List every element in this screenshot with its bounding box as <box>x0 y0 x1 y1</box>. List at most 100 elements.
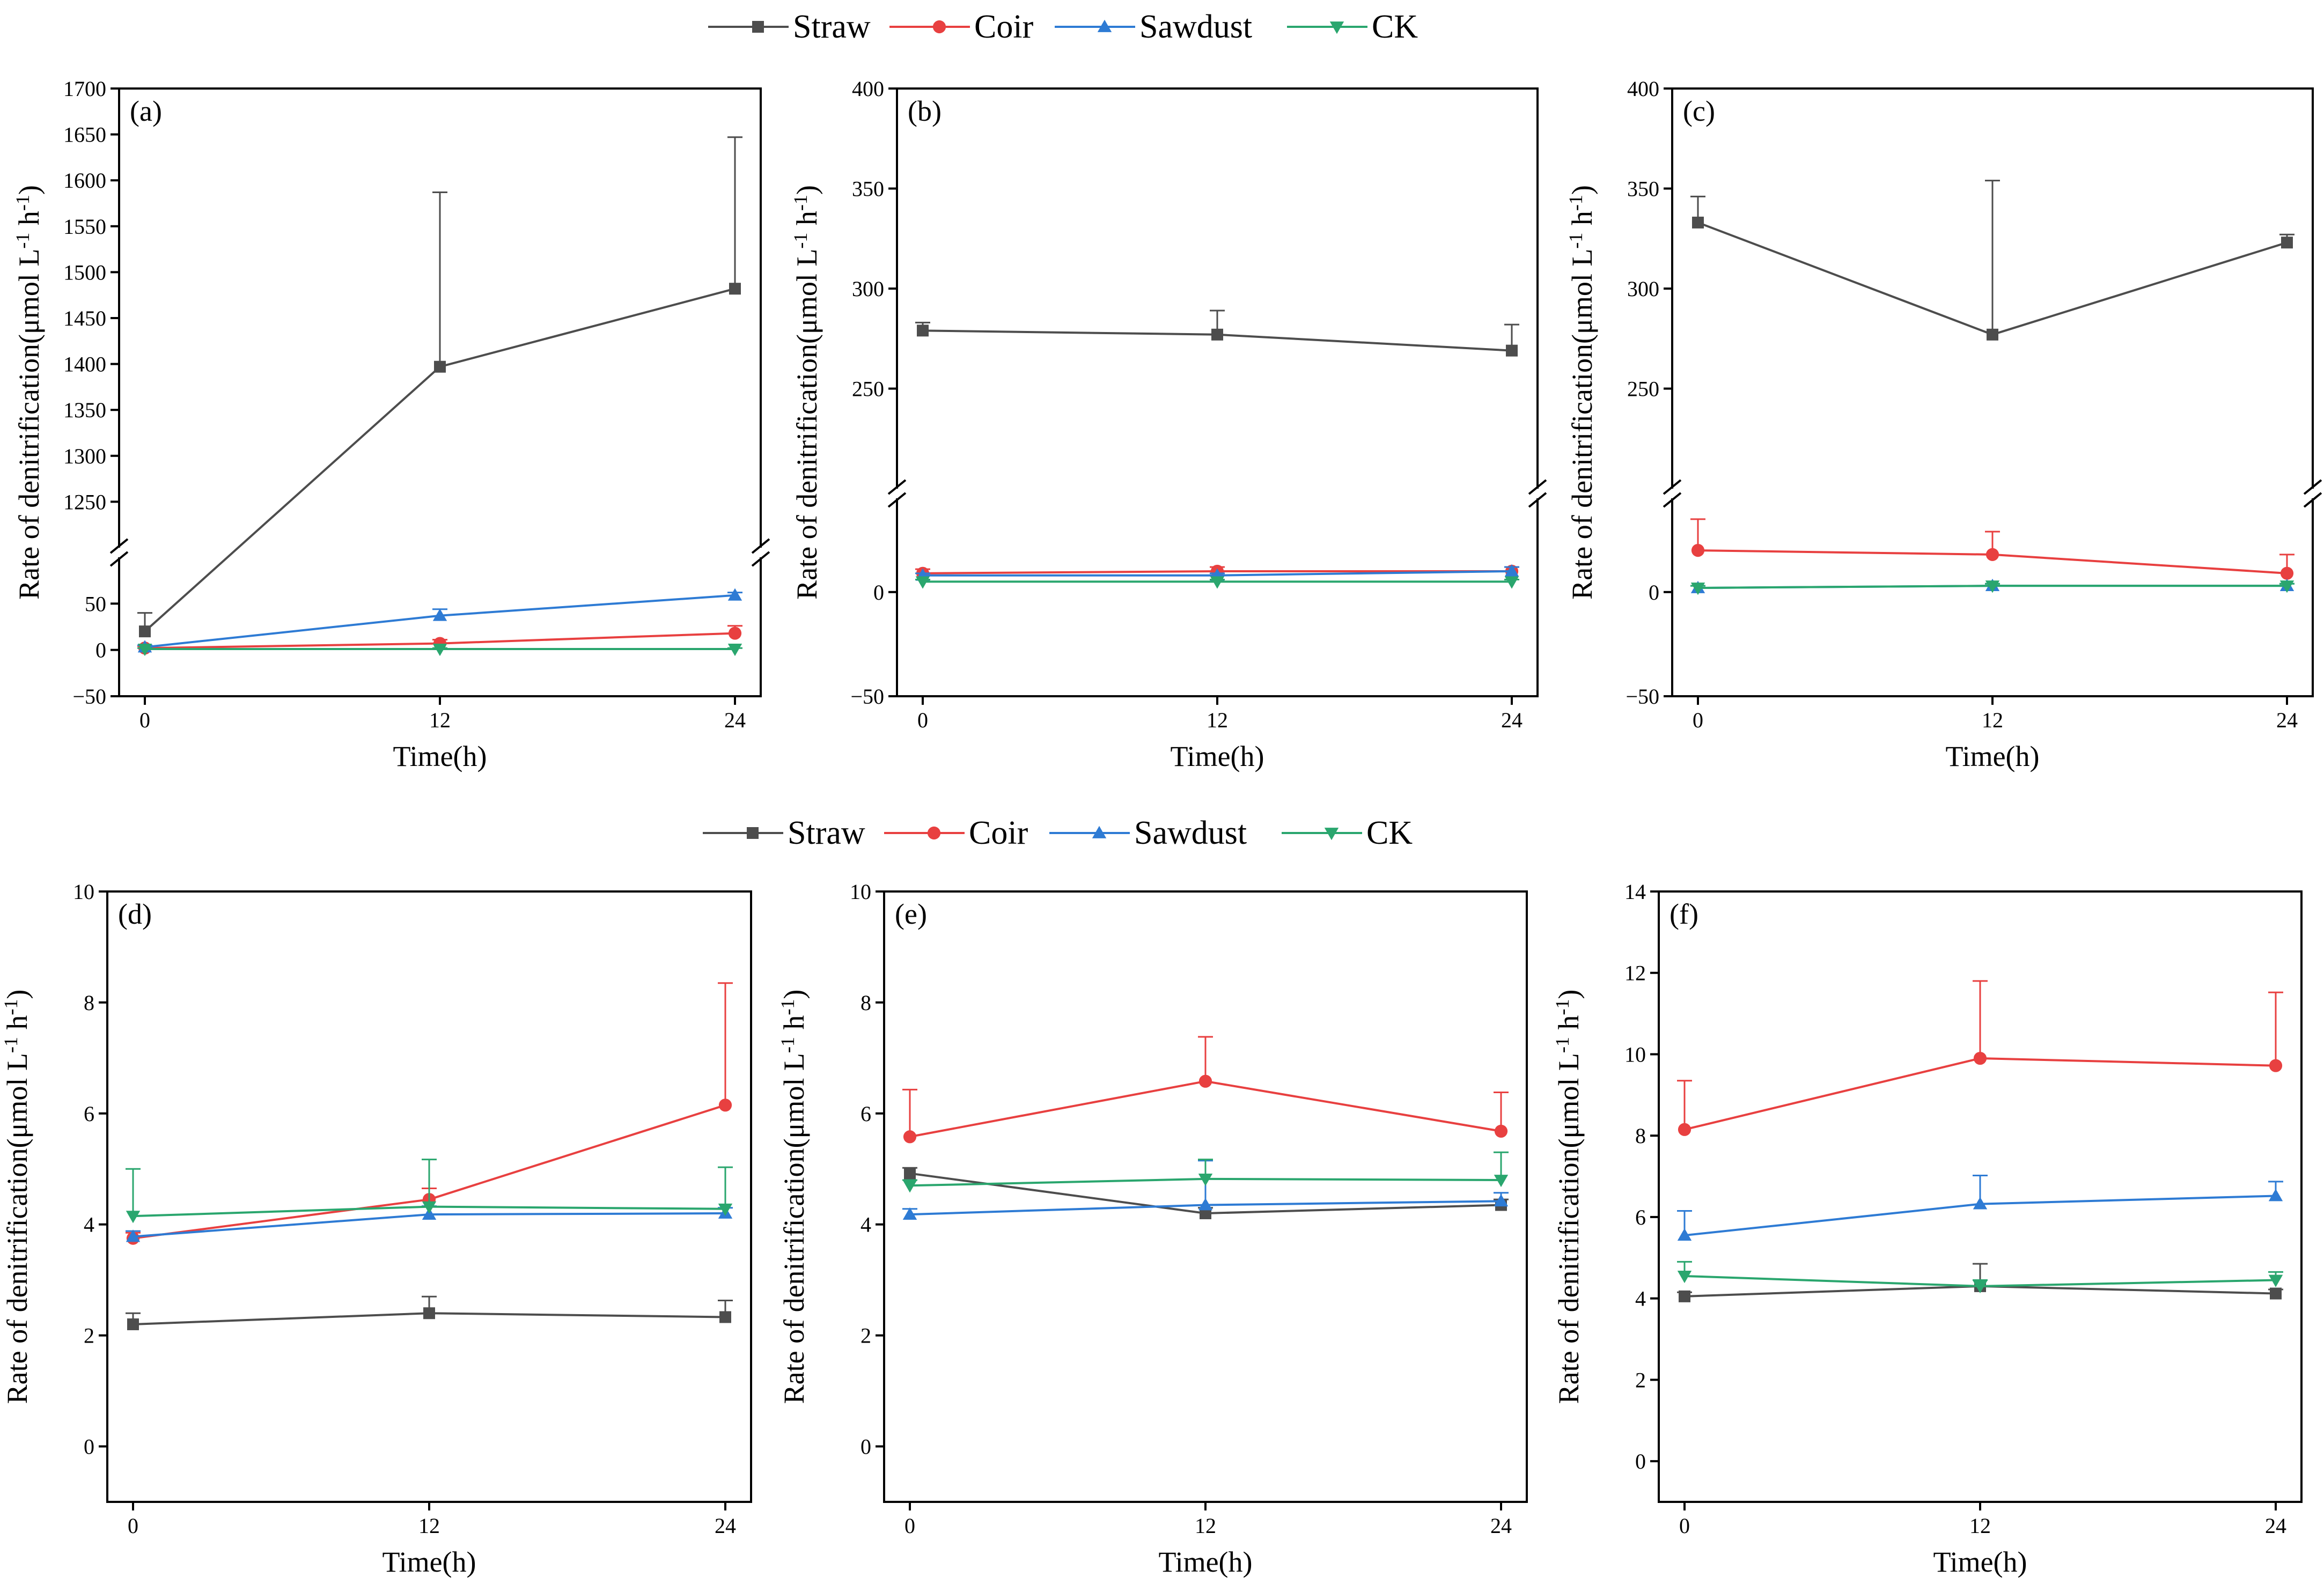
panel-f-ck-point-0 <box>1677 1271 1692 1284</box>
panel-f-ck-segment-1 <box>1980 1279 2276 1287</box>
panel-a-straw-segment-1 <box>439 288 736 368</box>
legend-label-coir: Coir <box>969 815 1028 851</box>
panel-e-ytick-label-6: 6 <box>861 1102 871 1126</box>
legend-marker-straw <box>747 827 759 839</box>
panel-f-ylabel-close: ) <box>1553 990 1585 999</box>
panel-c-ytick-label--50: −50 <box>1626 684 1659 709</box>
panel-d-ck-point-2 <box>718 1203 733 1216</box>
panel-d-ylabel-tail: h <box>1 1015 33 1037</box>
panel-f-coir-point-0 <box>1678 1123 1691 1136</box>
panel-f-ck-segment-0 <box>1684 1274 1981 1287</box>
panel-d-ck-point-0 <box>126 1211 141 1224</box>
panel-d-straw-point-0 <box>127 1318 139 1330</box>
panel-b-ck-point-1 <box>1210 576 1225 589</box>
panel-b-ylabel-exp1: -1 <box>790 233 811 249</box>
panel-c-xtick-label-0: 0 <box>1693 708 1703 732</box>
panel-c-coir-point-2 <box>2280 566 2294 580</box>
panel-c-ylabel-close: ) <box>1566 185 1598 195</box>
panel-f-ck-point-1 <box>1973 1281 1988 1294</box>
legend-label-sawdust: Sawdust <box>1134 815 1247 851</box>
panel-e-ytick-label-10: 10 <box>850 880 871 904</box>
panel-d-xtick-label-12: 12 <box>418 1514 440 1538</box>
panel-f-coir-point-1 <box>1973 1051 1987 1065</box>
panel-d-coir-segment-0 <box>133 1198 430 1240</box>
panel-c-break-mark-right-2 <box>2303 492 2322 508</box>
panel-e-sawdust-point-0 <box>902 1207 917 1220</box>
panel-c-ck-segment-0 <box>1697 585 1993 589</box>
panel-a-ytick-label-1600: 1600 <box>63 168 106 193</box>
panel-d-letter: (d) <box>118 898 152 930</box>
panel-b-straw-point-1 <box>1211 328 1223 341</box>
panel-f-ytick-label-10: 10 <box>1624 1042 1646 1066</box>
panel-f-ytick-label-12: 12 <box>1624 961 1646 985</box>
panel-b-ytick-label-300: 300 <box>852 277 884 301</box>
panel-a: −50 0 50 1250 1300 1350 1400 1450 1500 1550 1600 16… <box>12 77 770 772</box>
panel-b-sawdust-segment-1 <box>1217 570 1512 577</box>
panel-c-series-straw <box>1690 180 2294 341</box>
panel-f-sawdust-point-2 <box>2268 1189 2283 1202</box>
panel-f-sawdust-point-1 <box>1973 1197 1988 1210</box>
panel-a-xlabel: Time(h) <box>393 740 487 772</box>
panel-a-coir-point-2 <box>728 627 742 640</box>
panel-e-ytick-label-8: 8 <box>861 991 871 1015</box>
panel-c-xtick-label-12: 12 <box>1982 708 2003 732</box>
panel-c-ylabel-tail: h <box>1566 211 1598 233</box>
panel-a-ylabel-tail: h <box>13 211 45 233</box>
panel-a-ytick-label-1250: 1250 <box>63 490 106 514</box>
panel-a-ytick-label-1350: 1350 <box>63 398 106 422</box>
panel-f-straw-segment-0 <box>1684 1285 1981 1298</box>
panel-d-ytick-label-4: 4 <box>84 1213 94 1237</box>
panel-d-straw-point-2 <box>719 1311 731 1323</box>
panel-b-sawdust-point-2 <box>1504 564 1519 577</box>
panel-b-ylabel-close: ) <box>791 185 823 195</box>
panel-a-ytick-label-1650: 1650 <box>63 123 106 147</box>
panel-f-coir-segment-0 <box>1684 1057 1981 1131</box>
panel-b-letter: (b) <box>908 95 942 127</box>
panel-b-straw-point-0 <box>917 325 929 337</box>
panel-c-ytick-label-350: 350 <box>1627 177 1659 201</box>
panel-f-xtick-label-12: 12 <box>1969 1514 1991 1538</box>
panel-a-ylabel-main: Rate of denitrification(μmol L <box>13 249 45 600</box>
legend-entry-sawdust: Sawdust <box>1049 815 1247 851</box>
panel-a-ytick-label-0: 0 <box>95 638 106 662</box>
panel-d-series-coir <box>126 982 733 1245</box>
panel-b-series-straw <box>915 309 1519 357</box>
panel-d-ytick-label-10: 10 <box>73 880 94 904</box>
panel-a-ytick-label-1550: 1550 <box>63 215 106 239</box>
panel-b-ytick-label-400: 400 <box>852 77 884 101</box>
panel-c-break-mark-left-1 <box>1663 479 1682 495</box>
panel-c-ytick-label-400: 400 <box>1627 77 1659 101</box>
panel-f-xtick-label-0: 0 <box>1679 1514 1690 1538</box>
panel-e-sawdust-point-1 <box>1198 1198 1213 1211</box>
panel-a-ytick-label-1300: 1300 <box>63 444 106 468</box>
panel-a-ylabel: Rate of denitrification(μmol L-1 h-1) <box>12 185 45 600</box>
panel-c-ylabel-main: Rate of denitrification(μmol L <box>1566 249 1598 600</box>
panel-b-break-mark-left-2 <box>887 492 907 508</box>
panel-c-straw-segment-1 <box>1992 241 2288 336</box>
panel-b-ytick-label-350: 350 <box>852 177 884 201</box>
panel-d-xtick-label-0: 0 <box>128 1514 138 1538</box>
panel-b-break-mark-right-1 <box>1528 479 1547 495</box>
panel-c-ytick-label-0: 0 <box>1649 580 1659 605</box>
legend-entry-ck: CK <box>1287 9 1418 45</box>
panel-c-break-mark-right-1 <box>2303 479 2322 495</box>
legend-label-ck: CK <box>1372 9 1418 45</box>
panel-b-straw-point-2 <box>1506 344 1518 357</box>
panel-a-ck-point-2 <box>727 644 742 657</box>
legend-label-sawdust: Sawdust <box>1139 9 1252 45</box>
panel-b-ytick-label-0: 0 <box>873 580 884 605</box>
panel-c-xtick-label-24: 24 <box>2276 708 2298 732</box>
legend-entry-sawdust: Sawdust <box>1055 9 1252 45</box>
legend-1: Straw Coir Sawdust CK <box>708 9 1418 45</box>
panel-d-xlabel: Time(h) <box>382 1546 476 1578</box>
panel-f-xtick-label-24: 24 <box>2265 1514 2286 1538</box>
panel-layer: −500501250130013501400145015001550160016… <box>0 77 2322 1578</box>
panel-d-ylabel: Rate of denitrification(μmol L-1 h-1) <box>0 990 33 1404</box>
panel-f-xlabel: Time(h) <box>1933 1546 2027 1578</box>
panel-a-straw-point-0 <box>139 625 151 638</box>
panel-a-straw-point-2 <box>729 283 741 295</box>
panel-a-break-mark-left-2 <box>109 551 129 567</box>
